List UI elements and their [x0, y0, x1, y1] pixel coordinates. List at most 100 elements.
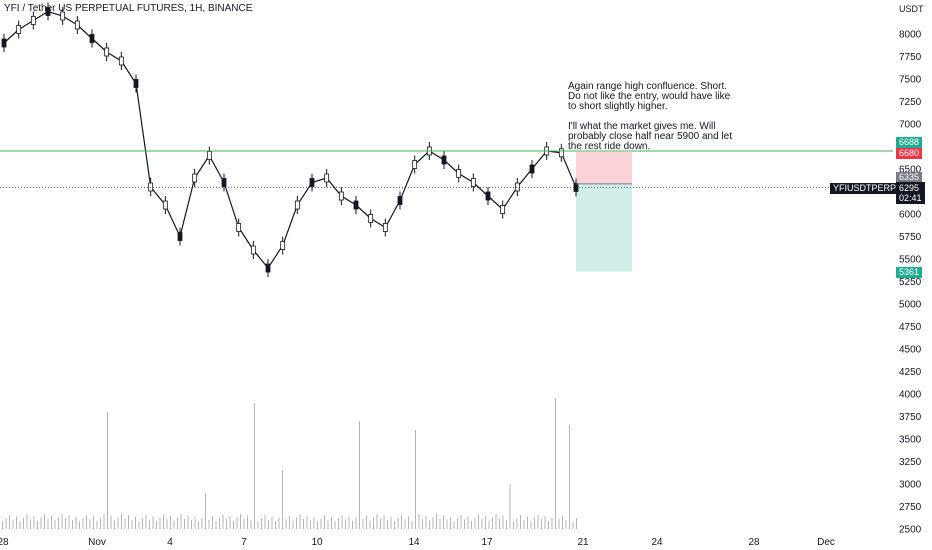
volume-bar: [145, 514, 147, 529]
time-tick-label: 4: [167, 537, 173, 548]
candle-body: [148, 182, 154, 192]
volume-bar: [215, 521, 217, 529]
candle-body: [294, 200, 300, 210]
volume-bar: [432, 517, 434, 529]
volume-bar: [229, 515, 231, 529]
volume-bar: [30, 519, 31, 529]
candle-body: [192, 173, 198, 183]
price-tick-label: 6000: [899, 210, 922, 221]
volume-bar: [37, 520, 38, 529]
price-tick-label: 5750: [899, 232, 922, 243]
candle-body: [397, 196, 403, 205]
volume-bar: [75, 516, 77, 529]
volume-bar: [103, 514, 105, 529]
current-price: 6295: [899, 183, 920, 193]
candle-body: [382, 223, 388, 232]
volume-bar: [327, 519, 329, 529]
volume-bar: [572, 521, 574, 529]
candle-body: [470, 178, 476, 187]
price-tick-label: 2750: [899, 502, 922, 513]
volume-bar: [135, 516, 136, 529]
volume-bar: [243, 518, 245, 529]
volume-bar: [93, 516, 94, 529]
candle-body: [74, 20, 80, 30]
volume-bar: [275, 521, 276, 529]
volume-bar: [156, 521, 157, 529]
candle-body: [118, 56, 124, 66]
annotation-line: Again range high confluence. Short.: [568, 81, 727, 92]
take-profit-zone: [576, 183, 632, 272]
time-tick-label: 24: [651, 537, 663, 548]
volume-bar: [289, 516, 290, 529]
candle-body: [221, 178, 227, 187]
volume-bar: [418, 514, 420, 529]
volume-bar: [520, 514, 521, 529]
volume-bar: [373, 517, 374, 529]
volume-bar: [499, 518, 500, 529]
annotation-line: the rest ride down.: [568, 141, 651, 152]
volume-bar: [292, 520, 294, 529]
volume-bar: [184, 518, 185, 529]
volume-bar: [110, 515, 112, 529]
volume-bar: [271, 516, 273, 529]
volume-bar: [19, 521, 21, 529]
volume-bar: [264, 515, 266, 529]
entry-price-badge: 6335: [896, 172, 923, 183]
volume-bar: [481, 519, 483, 529]
volume-bar: [51, 515, 52, 529]
volume-bar: [247, 515, 248, 529]
volume-bar: [558, 518, 560, 529]
volume-bar: [299, 514, 301, 529]
volume-bar: [54, 520, 56, 529]
candle-body: [412, 160, 418, 169]
volume-bar: [173, 520, 175, 529]
volume-bar: [513, 521, 514, 529]
volume-bar: [40, 517, 42, 529]
symbol-badge: YFIUSDTPERP: [830, 183, 900, 194]
volume-bar: [422, 519, 423, 529]
candle-body: [558, 148, 564, 158]
time-tick-label: 28: [0, 537, 9, 548]
price-tick-label: 5500: [899, 255, 922, 266]
candle-body: [250, 245, 256, 255]
volume-bar: [149, 519, 150, 529]
volume-bar: [380, 518, 381, 529]
volume-bar: [555, 398, 556, 529]
time-tick-label: 17: [481, 537, 493, 548]
volume-bar: [142, 518, 143, 529]
price-tick-label: 7500: [899, 75, 922, 86]
annotation-line: probably close half near 5900 and let: [568, 131, 733, 142]
price-tick-label: 5250: [899, 277, 922, 288]
price-tick-label: 6500: [899, 165, 922, 176]
volume-bar: [254, 403, 255, 529]
volume-bar: [541, 519, 542, 529]
volume-bar: [152, 516, 154, 529]
volume-bar: [523, 519, 525, 529]
price-tick-label: 3000: [899, 480, 922, 491]
volume-bar: [366, 515, 367, 529]
volume-bar: [16, 516, 17, 529]
position-zones: [576, 152, 632, 272]
volume-bar: [429, 520, 430, 529]
volume-bar: [411, 520, 413, 529]
volume-bar: [464, 519, 465, 529]
currency-label: USDT: [899, 4, 924, 14]
volume-bar: [537, 514, 539, 529]
volume-bar: [44, 514, 45, 529]
volume-bar: [488, 520, 490, 529]
volume-bar: [107, 412, 108, 529]
price-tick-label: 4500: [899, 345, 922, 356]
volume-bar: [114, 520, 115, 529]
volume-bar: [352, 520, 353, 529]
volume-bar: [198, 521, 199, 529]
volume-bar: [457, 518, 458, 529]
volume-bar: [159, 517, 161, 529]
volume-bar: [268, 519, 269, 529]
volume-bar: [65, 518, 66, 529]
candle-body: [353, 200, 359, 210]
volume-bars: [2, 398, 577, 529]
candle-body: [529, 164, 535, 174]
volume-bar: [313, 517, 315, 529]
volume-bar: [443, 515, 444, 529]
